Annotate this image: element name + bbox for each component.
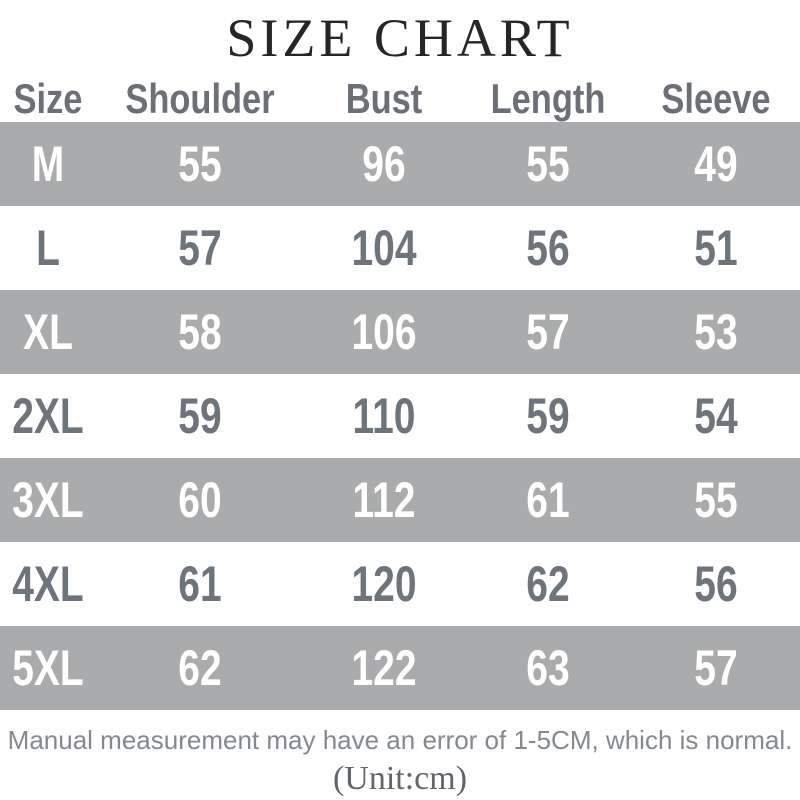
table-row-2xl: 2XL 59 110 59 54 [0, 374, 800, 459]
sleeve-value: 56 [694, 556, 738, 613]
sleeve-value: 54 [694, 388, 738, 445]
size-label: M [31, 136, 65, 193]
size-label: 5XL [12, 640, 84, 697]
sleeve-value: 49 [694, 136, 738, 193]
bust-value: 106 [351, 304, 417, 361]
sleeve-value: 51 [694, 220, 738, 277]
length-value: 55 [526, 136, 570, 193]
size-label: 2XL [12, 388, 84, 445]
length-value: 62 [526, 556, 570, 613]
sleeve-value: 57 [694, 640, 738, 697]
table-row-4xl: 4XL 61 120 62 56 [0, 542, 800, 627]
length-value: 63 [526, 640, 570, 697]
table-row-m: M 55 96 55 49 [0, 122, 800, 207]
column-header-bust: Bust [345, 74, 423, 122]
sleeve-value: 55 [694, 472, 738, 529]
table-row-5xl: 5XL 62 122 63 57 [0, 626, 800, 711]
bust-value: 110 [352, 388, 416, 445]
bust-value: 96 [362, 136, 406, 193]
bust-value: 104 [351, 220, 417, 277]
sleeve-value: 53 [694, 304, 738, 361]
bust-value: 120 [351, 556, 417, 613]
footer: Manual measurement may have an error of … [0, 710, 800, 800]
column-header-shoulder: Shoulder [125, 74, 275, 122]
measurement-note: Manual measurement may have an error of … [7, 725, 793, 756]
size-label: L [36, 220, 60, 277]
bust-value: 122 [351, 640, 417, 697]
shoulder-value: 62 [178, 640, 222, 697]
table-row-l: L 57 104 56 51 [0, 206, 800, 291]
unit-label: (Unit:cm) [332, 760, 468, 798]
shoulder-value: 55 [178, 136, 222, 193]
column-header-length: Length [490, 74, 606, 122]
bust-value: 112 [352, 472, 416, 529]
size-table: Size Shoulder Bust Length Sleeve M 55 96… [0, 74, 800, 711]
shoulder-value: 58 [178, 304, 222, 361]
size-label: 4XL [12, 556, 84, 613]
shoulder-value: 61 [178, 556, 222, 613]
size-label: XL [23, 304, 73, 361]
shoulder-value: 57 [178, 220, 222, 277]
length-value: 61 [526, 472, 570, 529]
column-header-sleeve: Sleeve [661, 74, 771, 122]
table-row-xl: XL 58 106 57 53 [0, 290, 800, 375]
table-header-row: Size Shoulder Bust Length Sleeve [0, 74, 800, 123]
length-value: 56 [526, 220, 570, 277]
page-title: SIZE CHART [226, 7, 574, 68]
size-label: 3XL [12, 472, 84, 529]
table-row-3xl: 3XL 60 112 61 55 [0, 458, 800, 543]
column-header-size: Size [13, 74, 83, 122]
length-value: 57 [526, 304, 570, 361]
shoulder-value: 59 [178, 388, 222, 445]
length-value: 59 [526, 388, 570, 445]
shoulder-value: 60 [178, 472, 222, 529]
